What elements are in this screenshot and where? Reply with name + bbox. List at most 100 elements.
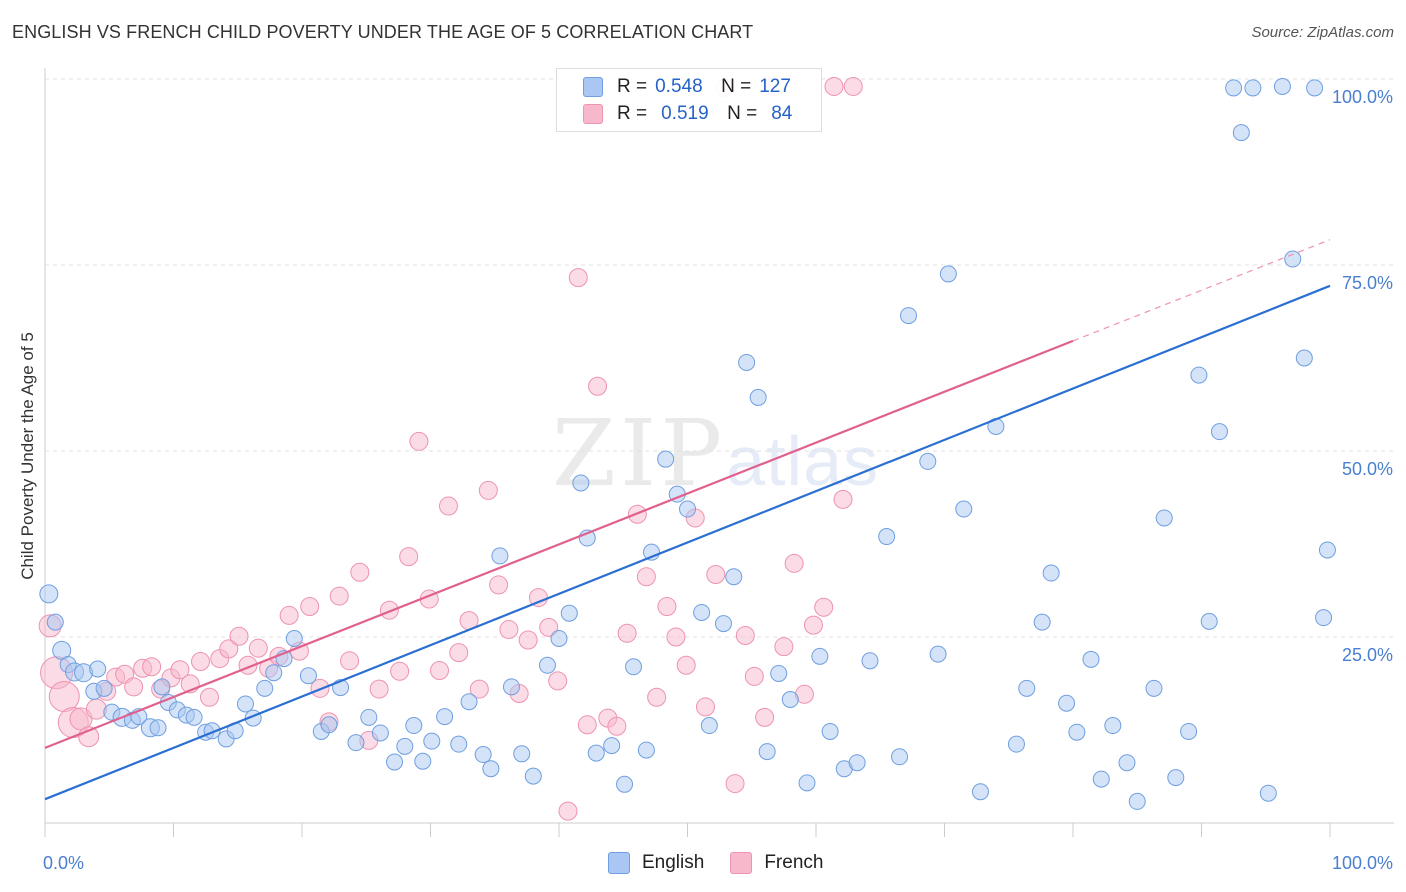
english-legend-label: English xyxy=(642,852,705,873)
french-point xyxy=(588,376,608,396)
english-point xyxy=(1210,423,1228,441)
english-point xyxy=(811,647,829,665)
english-point xyxy=(538,656,556,674)
english-point xyxy=(482,760,500,778)
french-point xyxy=(833,489,853,509)
french-point xyxy=(676,655,696,675)
french-point xyxy=(170,660,190,680)
english-point xyxy=(955,500,973,518)
english-point xyxy=(396,737,414,755)
english-point xyxy=(679,500,696,518)
english-point xyxy=(1068,723,1086,741)
english-point xyxy=(1118,754,1136,772)
english-point xyxy=(1104,717,1122,735)
french-point xyxy=(636,567,656,587)
french-point xyxy=(48,681,80,713)
series-legend: English French xyxy=(608,852,849,874)
english-point xyxy=(423,732,441,750)
english-point xyxy=(1018,679,1036,697)
english-point xyxy=(256,679,274,697)
english-point xyxy=(320,716,338,734)
french-point xyxy=(803,615,823,635)
english-n-value: 127 xyxy=(759,76,791,97)
english-point xyxy=(1225,79,1243,97)
french-point xyxy=(706,565,726,585)
french-point xyxy=(390,661,410,681)
english-point xyxy=(153,678,171,696)
french-point xyxy=(199,687,219,707)
english-point xyxy=(603,737,621,755)
trend-lines xyxy=(44,239,1331,801)
english-point xyxy=(798,774,816,792)
english-point xyxy=(491,547,509,565)
english-point xyxy=(1200,612,1218,630)
french-point xyxy=(229,626,249,646)
french-point xyxy=(429,660,449,680)
english-point xyxy=(616,775,634,793)
french-point xyxy=(725,774,745,794)
french-point xyxy=(548,671,568,691)
french-point xyxy=(248,638,268,658)
french-point xyxy=(774,637,794,657)
english-point xyxy=(1318,541,1336,559)
english-point xyxy=(1155,509,1173,527)
english-point xyxy=(587,744,605,762)
french-point xyxy=(124,677,144,697)
english-point xyxy=(939,265,957,283)
french-n-value: 84 xyxy=(771,103,793,124)
english-point xyxy=(436,708,454,726)
english-point xyxy=(95,679,113,697)
english-point xyxy=(1190,366,1208,384)
french-point xyxy=(558,801,578,821)
english-point xyxy=(371,724,389,742)
french-legend-swatch xyxy=(730,852,753,874)
legend-item-french[interactable]: French xyxy=(730,852,823,874)
watermark-atlas: atlas xyxy=(726,422,880,500)
x-tick-label-min: 0.0% xyxy=(43,853,84,873)
english-point xyxy=(550,629,568,647)
grid-lines xyxy=(45,78,1394,638)
english-point xyxy=(1180,722,1198,740)
english-point xyxy=(891,748,909,766)
french-point xyxy=(300,596,320,616)
english-point xyxy=(347,734,365,752)
legend-item-english[interactable]: English xyxy=(608,852,704,874)
english-point xyxy=(1042,564,1060,582)
french-point xyxy=(350,562,370,582)
english-point xyxy=(285,629,303,647)
english-point xyxy=(770,664,788,682)
french-point xyxy=(478,480,498,500)
french-point xyxy=(843,76,863,96)
french-point xyxy=(142,657,162,677)
english-n-label: N = xyxy=(721,76,752,97)
french-point xyxy=(469,679,489,699)
french-point xyxy=(499,620,519,640)
french-point xyxy=(369,679,389,699)
english-point xyxy=(1315,609,1333,627)
french-point xyxy=(329,586,349,606)
english-point xyxy=(236,695,254,713)
english-point xyxy=(46,613,64,631)
french-n-label: N = xyxy=(727,103,758,124)
english-point xyxy=(625,658,643,676)
english-point xyxy=(1145,679,1163,697)
y-tick-label: 100.0% xyxy=(1332,87,1393,107)
english-point xyxy=(848,754,866,772)
english-point xyxy=(714,615,732,633)
french-point xyxy=(379,600,399,620)
english-point xyxy=(460,693,478,711)
english-point xyxy=(693,603,711,621)
english-point xyxy=(919,452,937,470)
french-legend-label: French xyxy=(764,852,824,873)
legend-row-french: R = 0.519 N = 84 xyxy=(583,102,792,126)
english-point xyxy=(1128,792,1146,810)
english-point xyxy=(1306,79,1324,97)
english-r-label: R = xyxy=(617,76,648,97)
french-point xyxy=(814,597,834,617)
english-point xyxy=(1092,770,1110,788)
french-point xyxy=(824,76,844,96)
english-point xyxy=(474,746,492,764)
french-point xyxy=(190,652,210,672)
